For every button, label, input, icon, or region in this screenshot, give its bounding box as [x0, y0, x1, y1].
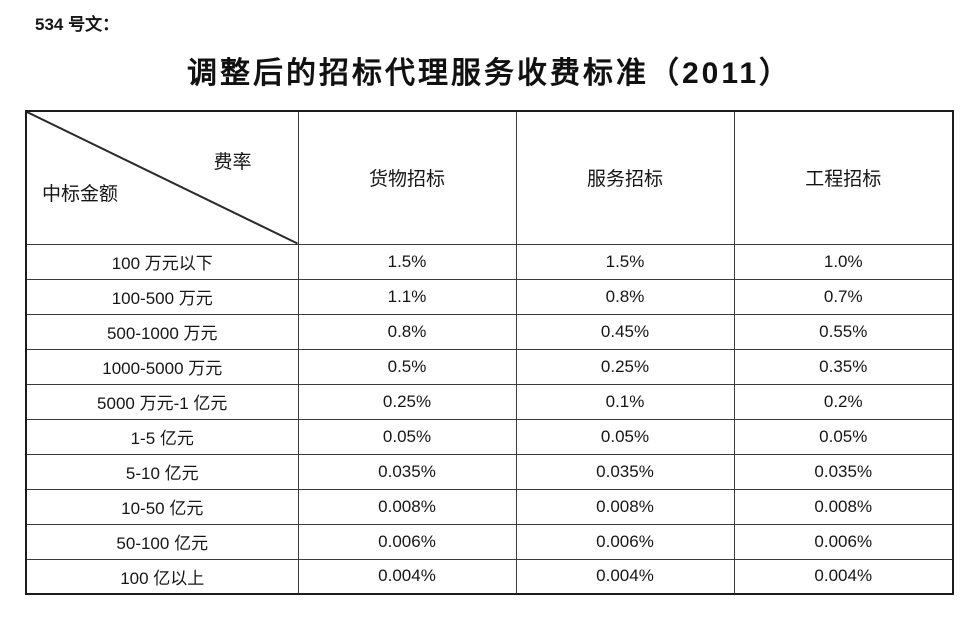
range-cell: 10-50 亿元: [25, 488, 299, 525]
service-rate-cell: 0.004%: [515, 558, 735, 595]
engineering-rate-cell: 1.0%: [733, 243, 954, 280]
page-title: 调整后的招标代理服务收费标准（2011）: [186, 57, 793, 90]
goods-rate-cell: 1.1%: [297, 278, 517, 315]
service-rate-cell: 0.008%: [515, 488, 735, 525]
table-row: 1-5 亿元 0.05% 0.05% 0.05%: [25, 418, 954, 455]
range-cell: 100 万元以下: [25, 243, 299, 280]
doc-number-label: 534 号文：: [35, 15, 120, 34]
column-header-service: 服务招标: [515, 110, 735, 245]
goods-rate-cell: 0.008%: [297, 488, 517, 525]
service-rate-cell: 0.05%: [515, 418, 735, 455]
goods-rate-cell: 0.004%: [297, 558, 517, 595]
service-rate-cell: 1.5%: [515, 243, 735, 280]
goods-rate-cell: 0.8%: [297, 313, 517, 350]
goods-rate-cell: 0.25%: [297, 383, 517, 420]
engineering-rate-cell: 0.006%: [733, 523, 954, 560]
table-row: 10-50 亿元 0.008% 0.008% 0.008%: [25, 488, 954, 525]
table-row: 50-100 亿元 0.006% 0.006% 0.006%: [25, 523, 954, 560]
table-row: 100 万元以下 1.5% 1.5% 1.0%: [25, 243, 954, 280]
engineering-rate-cell: 0.004%: [733, 558, 954, 595]
corner-header-cell: 费率 中标金额: [25, 110, 299, 245]
table-row: 1000-5000 万元 0.5% 0.25% 0.35%: [25, 348, 954, 385]
service-rate-cell: 0.035%: [515, 453, 735, 490]
range-cell: 100 亿以上: [25, 558, 299, 595]
range-cell: 1000-5000 万元: [25, 348, 299, 385]
table-row: 5-10 亿元 0.035% 0.035% 0.035%: [25, 453, 954, 490]
corner-label-bid-amount: 中标金额: [42, 184, 119, 205]
service-rate-cell: 0.1%: [515, 383, 735, 420]
engineering-rate-cell: 0.008%: [733, 488, 954, 525]
range-cell: 1-5 亿元: [25, 418, 299, 455]
engineering-rate-cell: 0.35%: [733, 348, 954, 385]
column-header-goods: 货物招标: [297, 110, 517, 245]
engineering-rate-cell: 0.2%: [733, 383, 954, 420]
range-cell: 5000 万元-1 亿元: [25, 383, 299, 420]
service-rate-cell: 0.45%: [515, 313, 735, 350]
engineering-rate-cell: 0.55%: [733, 313, 954, 350]
service-rate-cell: 0.006%: [515, 523, 735, 560]
engineering-rate-cell: 0.035%: [733, 453, 954, 490]
corner-label-rate: 费率: [213, 152, 252, 173]
header-row: 费率 中标金额 货物招标 服务招标 工程招标: [25, 110, 954, 245]
range-cell: 500-1000 万元: [25, 313, 299, 350]
table-row: 100 亿以上 0.004% 0.004% 0.004%: [25, 558, 954, 595]
table-row: 500-1000 万元 0.8% 0.45% 0.55%: [25, 313, 954, 350]
range-cell: 5-10 亿元: [25, 453, 299, 490]
goods-rate-cell: 0.05%: [297, 418, 517, 455]
table-row: 100-500 万元 1.1% 0.8% 0.7%: [25, 278, 954, 315]
goods-rate-cell: 1.5%: [297, 243, 517, 280]
range-cell: 100-500 万元: [25, 278, 299, 315]
range-cell: 50-100 亿元: [25, 523, 299, 560]
goods-rate-cell: 0.5%: [297, 348, 517, 385]
diagonal-divider-line: [27, 112, 297, 243]
engineering-rate-cell: 0.05%: [733, 418, 954, 455]
table-row: 5000 万元-1 亿元 0.25% 0.1% 0.2%: [25, 383, 954, 420]
goods-rate-cell: 0.035%: [297, 453, 517, 490]
goods-rate-cell: 0.006%: [297, 523, 517, 560]
fee-table: 费率 中标金额 货物招标 服务招标 工程招标 100 万元以下 1.5% 1.5…: [25, 110, 954, 595]
engineering-rate-cell: 0.7%: [733, 278, 954, 315]
service-rate-cell: 0.8%: [515, 278, 735, 315]
column-header-engineering: 工程招标: [733, 110, 954, 245]
service-rate-cell: 0.25%: [515, 348, 735, 385]
